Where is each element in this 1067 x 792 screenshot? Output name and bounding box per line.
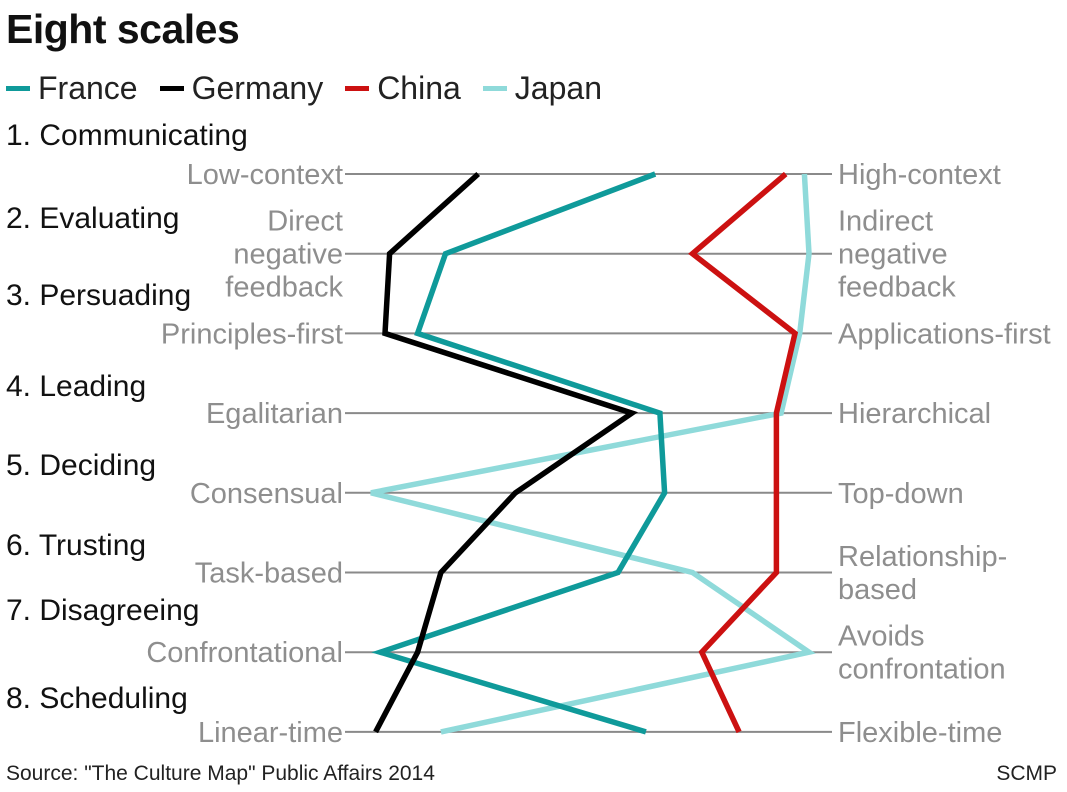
left-end-label: Task-based [195, 558, 343, 590]
right-end-label-line: confrontation [838, 654, 1006, 686]
left-end-label: Linear-time [198, 717, 343, 749]
legend-swatch-japan [482, 85, 507, 91]
dimension-label: 7. Disagreeing [6, 594, 199, 627]
legend-swatch-china [345, 85, 370, 91]
legend-item-japan: Japan [482, 69, 602, 107]
right-end-label-line: High-context [838, 159, 1001, 191]
dimension-label: 3. Persuading [6, 279, 191, 312]
right-end-label: Top-down [838, 478, 964, 510]
legend-label-japan: Japan [514, 69, 602, 106]
legend-swatch-france [6, 85, 30, 91]
legend-swatch-germany [159, 85, 184, 91]
left-end-label-line: Principles-first [161, 318, 343, 350]
dimension-label: 5. Deciding [6, 449, 156, 482]
left-end-label-line: Confrontational [146, 637, 343, 669]
left-end-label: Egalitarian [206, 398, 343, 430]
right-end-label-line: Avoids [838, 621, 925, 653]
dimension-label: 4. Leading [6, 370, 146, 403]
right-end-label: Applications-first [838, 318, 1051, 350]
series-line-china [688, 171, 799, 734]
left-end-label: Principles-first [161, 318, 343, 350]
dimension-label: 8. Scheduling [6, 682, 188, 715]
dimension-label: 2. Evaluating [6, 202, 179, 235]
legend-item-france: France [6, 70, 138, 107]
legend-item-germany: Germany [159, 69, 324, 107]
chart-title: Eight scales [6, 6, 240, 52]
right-end-label: High-context [838, 159, 1001, 191]
legend-label-france: France [38, 69, 138, 106]
right-end-label-line: negative [838, 239, 948, 271]
left-end-label-line: negative [233, 239, 343, 271]
right-end-label-line: Relationship- [838, 541, 1007, 573]
right-end-label-line: Hierarchical [838, 398, 991, 430]
right-end-label: Indirect negative feedback [838, 206, 956, 304]
left-end-label-line: Linear-time [198, 717, 343, 749]
left-end-label: Consensual [190, 478, 343, 510]
legend: France Germany China Japan [6, 68, 624, 108]
dimension-label: 6. Trusting [6, 529, 146, 562]
right-end-label: Hierarchical [838, 398, 991, 430]
right-end-label-line: based [838, 574, 917, 606]
series-line-germany [373, 171, 639, 734]
right-end-label-line: Applications-first [838, 318, 1051, 350]
left-end-label: Direct negative feedback [225, 206, 343, 304]
right-end-label-line: Flexible-time [838, 717, 1002, 749]
left-end-label-line: Task-based [195, 558, 343, 590]
right-end-label-line: Indirect [838, 206, 933, 238]
right-end-label: Relationship-based [838, 541, 1007, 606]
legend-label-china: China [377, 69, 461, 106]
left-end-label-line: Egalitarian [206, 398, 343, 430]
credit-note: SCMP [996, 762, 1057, 785]
legend-label-germany: Germany [191, 69, 324, 106]
legend-item-china: China [345, 70, 461, 107]
left-end-label-line: feedback [225, 272, 343, 304]
right-end-label-line: Top-down [838, 478, 964, 510]
left-end-label-line: Direct [267, 206, 343, 238]
right-end-label: Avoids confrontation [838, 621, 1006, 686]
series-line-france [371, 171, 668, 735]
left-end-label-line: Consensual [190, 478, 343, 510]
right-end-label-line: feedback [838, 272, 956, 304]
left-end-label-line: Low-context [187, 159, 343, 191]
left-end-label: Low-context [187, 159, 343, 191]
right-end-label: Flexible-time [838, 717, 1002, 749]
source-note: Source: "The Culture Map" Public Affairs… [6, 762, 435, 785]
dimension-label: 1. Communicating [6, 119, 248, 152]
series-line-japan [370, 173, 816, 735]
left-end-label: Confrontational [146, 637, 343, 669]
